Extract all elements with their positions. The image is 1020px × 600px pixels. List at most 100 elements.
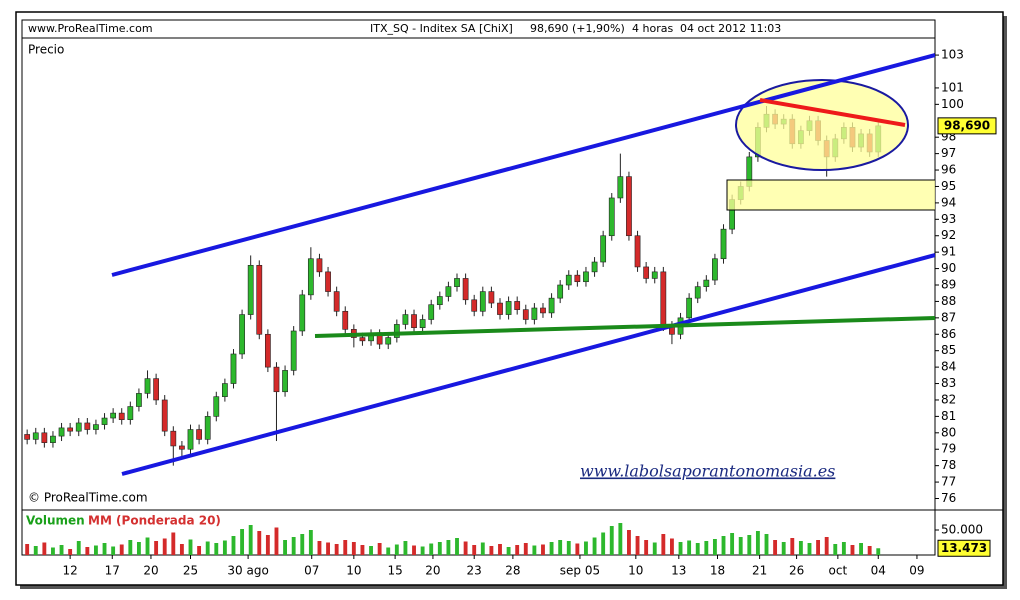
x-tick-label: sep 05 (560, 564, 600, 578)
candle-body (359, 337, 366, 342)
volume-bar (566, 541, 571, 555)
candle-body (41, 432, 48, 443)
candle-body (101, 417, 108, 425)
y-tick-label: 83 (941, 376, 956, 390)
candle-body (196, 429, 202, 440)
volume-bar (214, 543, 219, 555)
volume-bar (480, 542, 485, 555)
volume-bar (274, 527, 279, 555)
volume-bar (412, 545, 416, 555)
candle-body (419, 319, 426, 329)
volume-bar (798, 541, 803, 555)
candle-body (93, 424, 99, 430)
x-tick-label: 15 (387, 564, 402, 578)
volume-bar (377, 543, 382, 555)
volume-indicator: MM (Ponderada 20) (88, 514, 221, 528)
candle-body (600, 235, 607, 263)
volume-bar (154, 541, 159, 555)
candle-body (84, 422, 91, 430)
volume-bar (627, 530, 631, 555)
volume-bar (584, 541, 588, 555)
candle-body (471, 299, 478, 312)
volume-bar (867, 546, 872, 555)
candle-body (299, 294, 306, 332)
candle-body (325, 271, 331, 292)
volume-bar (51, 547, 55, 555)
candle-body (342, 310, 349, 330)
volume-bar (455, 538, 459, 555)
copyright: © ProRealTime.com (28, 491, 148, 505)
volume-bar (523, 543, 528, 555)
timeframe: 4 horas (632, 22, 673, 35)
volume-bar (532, 545, 537, 555)
candle-body (50, 435, 56, 443)
support-line (314, 316, 935, 338)
candle-body (230, 353, 237, 384)
volume-bar (764, 534, 769, 555)
volume-bar (661, 534, 666, 555)
volume-bar (93, 545, 98, 555)
volume-bar (463, 541, 468, 555)
candle-body (273, 366, 280, 393)
candle-body (256, 264, 263, 335)
volume-bar (515, 545, 520, 555)
volume-bar (644, 540, 649, 555)
x-tick-label: 28 (505, 564, 520, 578)
volume-bar (197, 546, 202, 555)
y-tick-label: 92 (941, 228, 956, 242)
trendline (121, 253, 935, 476)
candle-body (290, 330, 297, 371)
volume-bar (498, 544, 502, 555)
volume-bar (695, 543, 700, 555)
candle-body (222, 383, 228, 397)
volume-bar (111, 546, 116, 555)
candle-body (565, 274, 572, 286)
volume-tick-label: 50.000 (941, 523, 983, 537)
volume-bar (59, 545, 64, 555)
candle-body (204, 416, 211, 440)
volume-bar (738, 537, 743, 555)
x-tick-label: 07 (304, 564, 319, 578)
volume-bar (326, 542, 330, 555)
watermark: www.labolsaporantonomasia.es (580, 462, 835, 481)
candle-body (428, 304, 435, 320)
candle-body (179, 445, 185, 450)
volume-bar (85, 547, 90, 555)
volume-bar (747, 535, 752, 555)
candle-body (58, 427, 65, 437)
x-tick-label: 12 (63, 564, 78, 578)
x-tick-label: oct (829, 564, 848, 578)
candle-body (531, 307, 538, 320)
volume-bar (369, 546, 373, 555)
candle-body (617, 176, 624, 199)
volume-bar (334, 544, 339, 555)
volume-bar (257, 531, 262, 555)
volume-bar (781, 542, 786, 555)
candle-body (170, 430, 177, 447)
candle-body (264, 333, 271, 368)
trendline (111, 53, 935, 277)
volume-bar (489, 546, 494, 555)
candle-body (634, 235, 641, 268)
x-tick-label: 17 (105, 564, 120, 578)
volume-bar (76, 541, 81, 555)
x-tick-label: 10 (628, 564, 643, 578)
y-tick-label: 93 (941, 212, 956, 226)
volume-bar (618, 523, 623, 555)
volume-bar (240, 529, 245, 555)
y-tick-label: 80 (941, 425, 956, 439)
volume-bar (592, 537, 597, 555)
volume-bar (541, 544, 545, 555)
volume-bar (678, 542, 683, 555)
volume-bar (429, 543, 434, 555)
site: www.ProRealTime.com (28, 22, 153, 35)
candle-body (75, 422, 82, 432)
volume-bar (128, 540, 133, 555)
y-tick-label: 85 (941, 343, 956, 357)
candle-body (479, 291, 486, 312)
candle-body (497, 302, 503, 315)
volume-bar (816, 540, 821, 555)
y-tick-label: 84 (941, 360, 956, 374)
candle-body (213, 396, 220, 417)
volume-bar (188, 539, 193, 555)
